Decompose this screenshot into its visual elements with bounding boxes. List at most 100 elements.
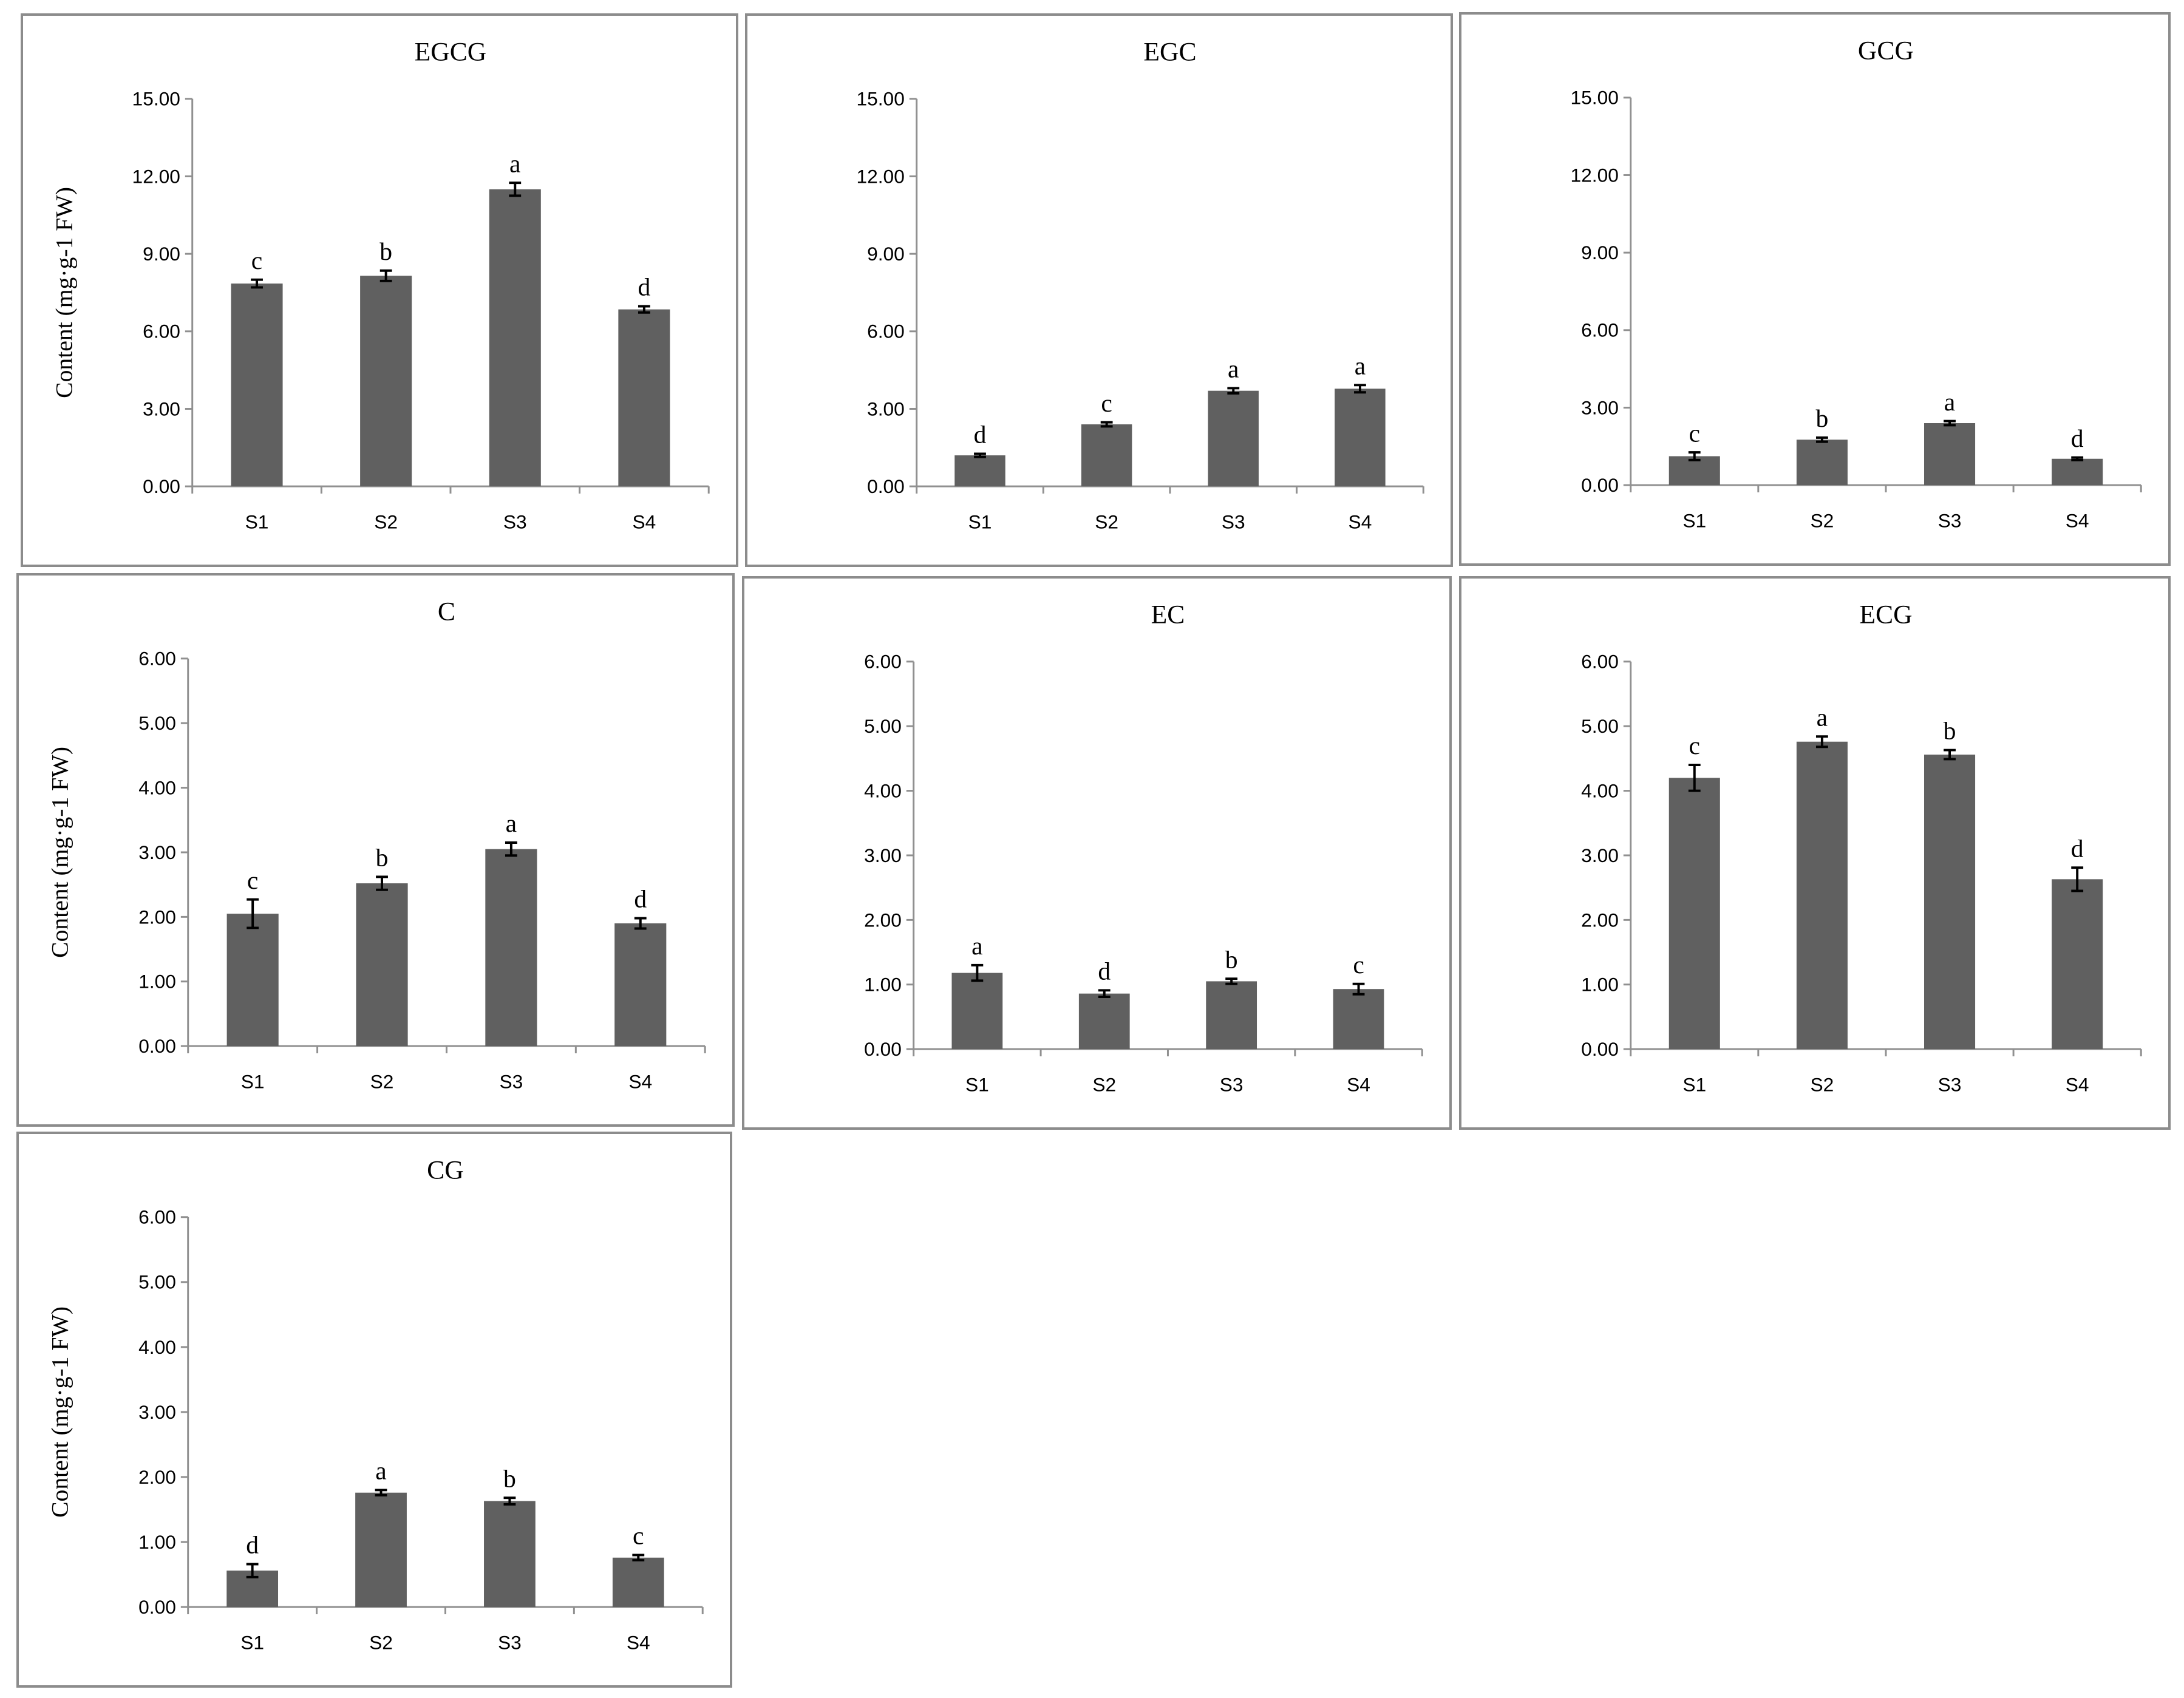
chart-svg: CG Content (mg·g-1 FW) 0.00 1.00 2.00 3.00 4.0… [46,1155,704,1654]
significance-letter: c [1353,951,1364,979]
chart-panel-egc: EGC 0.00 3.00 6.00 9.00 12.00 15.00 d S1 c S2 a S3 a S… [745,13,1453,567]
chart-svg: GCG 0.00 3.00 6.00 9.00 12.00 15.00 c S1 b S2 a S3 d S… [1571,36,2142,532]
chart-title: EGCG [415,37,487,66]
y-tick-label: 12.00 [132,165,180,187]
significance-letter: d [246,1532,259,1560]
x-tick-label: S3 [1938,510,1962,532]
bar [612,1557,664,1608]
y-tick-label: 6.00 [1581,319,1619,341]
y-tick-label: 9.00 [143,243,180,265]
y-tick-label: 0.00 [867,475,905,497]
bar [484,1501,536,1608]
bar [355,1492,407,1608]
bar [618,309,670,487]
bar [1081,424,1132,487]
x-tick-label: S1 [241,1071,265,1093]
bar [485,849,537,1047]
significance-letter: c [633,1523,644,1550]
bar [1924,754,1976,1050]
significance-letter: a [1944,389,1955,416]
y-tick-label: 15.00 [132,88,180,110]
chart-svg: EGCG Content (mg·g-1 FW) 0.00 3.00 6.00 9.00 1… [50,37,710,533]
bar [356,883,408,1047]
chart-title: C [438,597,455,626]
chart-title: ECG [1859,600,1912,629]
significance-letter: a [971,932,982,960]
x-tick-label: S1 [1682,510,1706,532]
bar [226,914,279,1047]
x-tick-label: S2 [374,511,398,533]
chart-title: EGC [1143,37,1196,66]
chart-panel-ec: EC 0.00 1.00 2.00 3.00 4.00 5.00 6.00 a S1 d S2 b S3 c… [742,576,1452,1130]
y-tick-label: 5.00 [138,1271,176,1293]
bar [1078,993,1130,1050]
bar [951,973,1003,1050]
x-tick-label: S2 [1811,1074,1834,1096]
y-tick-label: 2.00 [138,1466,176,1488]
bar [1333,989,1384,1050]
x-tick-label: S2 [1092,1074,1116,1096]
x-tick-label: S3 [498,1632,522,1654]
significance-letter: b [379,238,392,266]
y-tick-label: 15.00 [1571,87,1619,109]
significance-letter: c [251,247,262,275]
y-tick-label: 3.00 [138,841,176,863]
chart-title: GCG [1858,36,1914,65]
x-tick-label: S4 [2066,1074,2089,1096]
y-tick-label: 3.00 [1581,844,1619,866]
chart-panel-egcg: EGCG Content (mg·g-1 FW) 0.00 3.00 6.00 9.00 1… [21,13,738,567]
y-tick-label: 3.00 [143,398,180,419]
y-tick-label: 6.00 [867,321,905,342]
y-tick-label: 4.00 [1581,779,1619,801]
y-tick-label: 2.00 [138,906,176,928]
chart-svg: EGC 0.00 3.00 6.00 9.00 12.00 15.00 d S1 c S2 a S3 a S… [856,37,1424,533]
y-tick-label: 12.00 [856,165,904,187]
bar [231,284,283,487]
significance-letter: c [1689,732,1700,760]
y-tick-label: 2.00 [1581,909,1619,931]
significance-letter: c [1689,419,1700,447]
chart-svg: EC 0.00 1.00 2.00 3.00 4.00 5.00 6.00 a S1 d S2 b S3 c… [864,600,1423,1096]
x-tick-label: S1 [968,511,992,533]
significance-letter: a [375,1458,386,1486]
significance-letter: d [638,274,650,302]
y-tick-label: 6.00 [138,648,176,670]
bar [1669,778,1720,1050]
x-tick-label: S3 [1220,1074,1243,1096]
x-tick-label: S1 [240,1632,264,1654]
significance-letter: d [2071,425,2084,453]
y-tick-label: 6.00 [864,651,902,673]
bar [2052,458,2103,486]
x-tick-label: S4 [628,1071,652,1093]
significance-letter: b [1815,405,1828,433]
x-tick-label: S2 [369,1632,393,1654]
x-tick-label: S3 [500,1071,523,1093]
x-tick-label: S3 [1938,1074,1962,1096]
y-tick-label: 9.00 [867,243,905,265]
significance-letter: b [376,844,389,872]
y-tick-label: 5.00 [1581,715,1619,737]
y-tick-label: 5.00 [864,715,902,737]
x-tick-label: S2 [370,1071,394,1093]
chart-svg: C Content (mg·g-1 FW) 0.00 1.00 2.00 3.00 4.00… [46,597,706,1093]
bar [1924,423,1976,486]
y-tick-label: 1.00 [138,971,176,993]
x-tick-label: S3 [1222,511,1245,533]
chart-panel-gcg: GCG 0.00 3.00 6.00 9.00 12.00 15.00 c S1 b S2 a S3 d S… [1459,12,2171,566]
y-tick-label: 2.00 [864,909,902,931]
y-tick-label: 3.00 [138,1401,176,1423]
x-tick-label: S1 [245,511,269,533]
significance-letter: b [1944,718,1956,745]
y-tick-label: 0.00 [138,1596,176,1618]
y-tick-label: 0.00 [143,475,180,497]
y-axis-label: Content (mg·g-1 FW) [50,187,77,398]
bar [489,189,541,487]
y-tick-label: 0.00 [1581,1038,1619,1060]
x-tick-label: S2 [1095,511,1118,533]
x-tick-label: S4 [2066,510,2089,532]
significance-letter: a [1228,356,1239,384]
y-tick-label: 1.00 [1581,974,1619,996]
y-tick-label: 3.00 [1581,396,1619,418]
significance-letter: a [509,150,520,178]
x-tick-label: S4 [627,1632,650,1654]
